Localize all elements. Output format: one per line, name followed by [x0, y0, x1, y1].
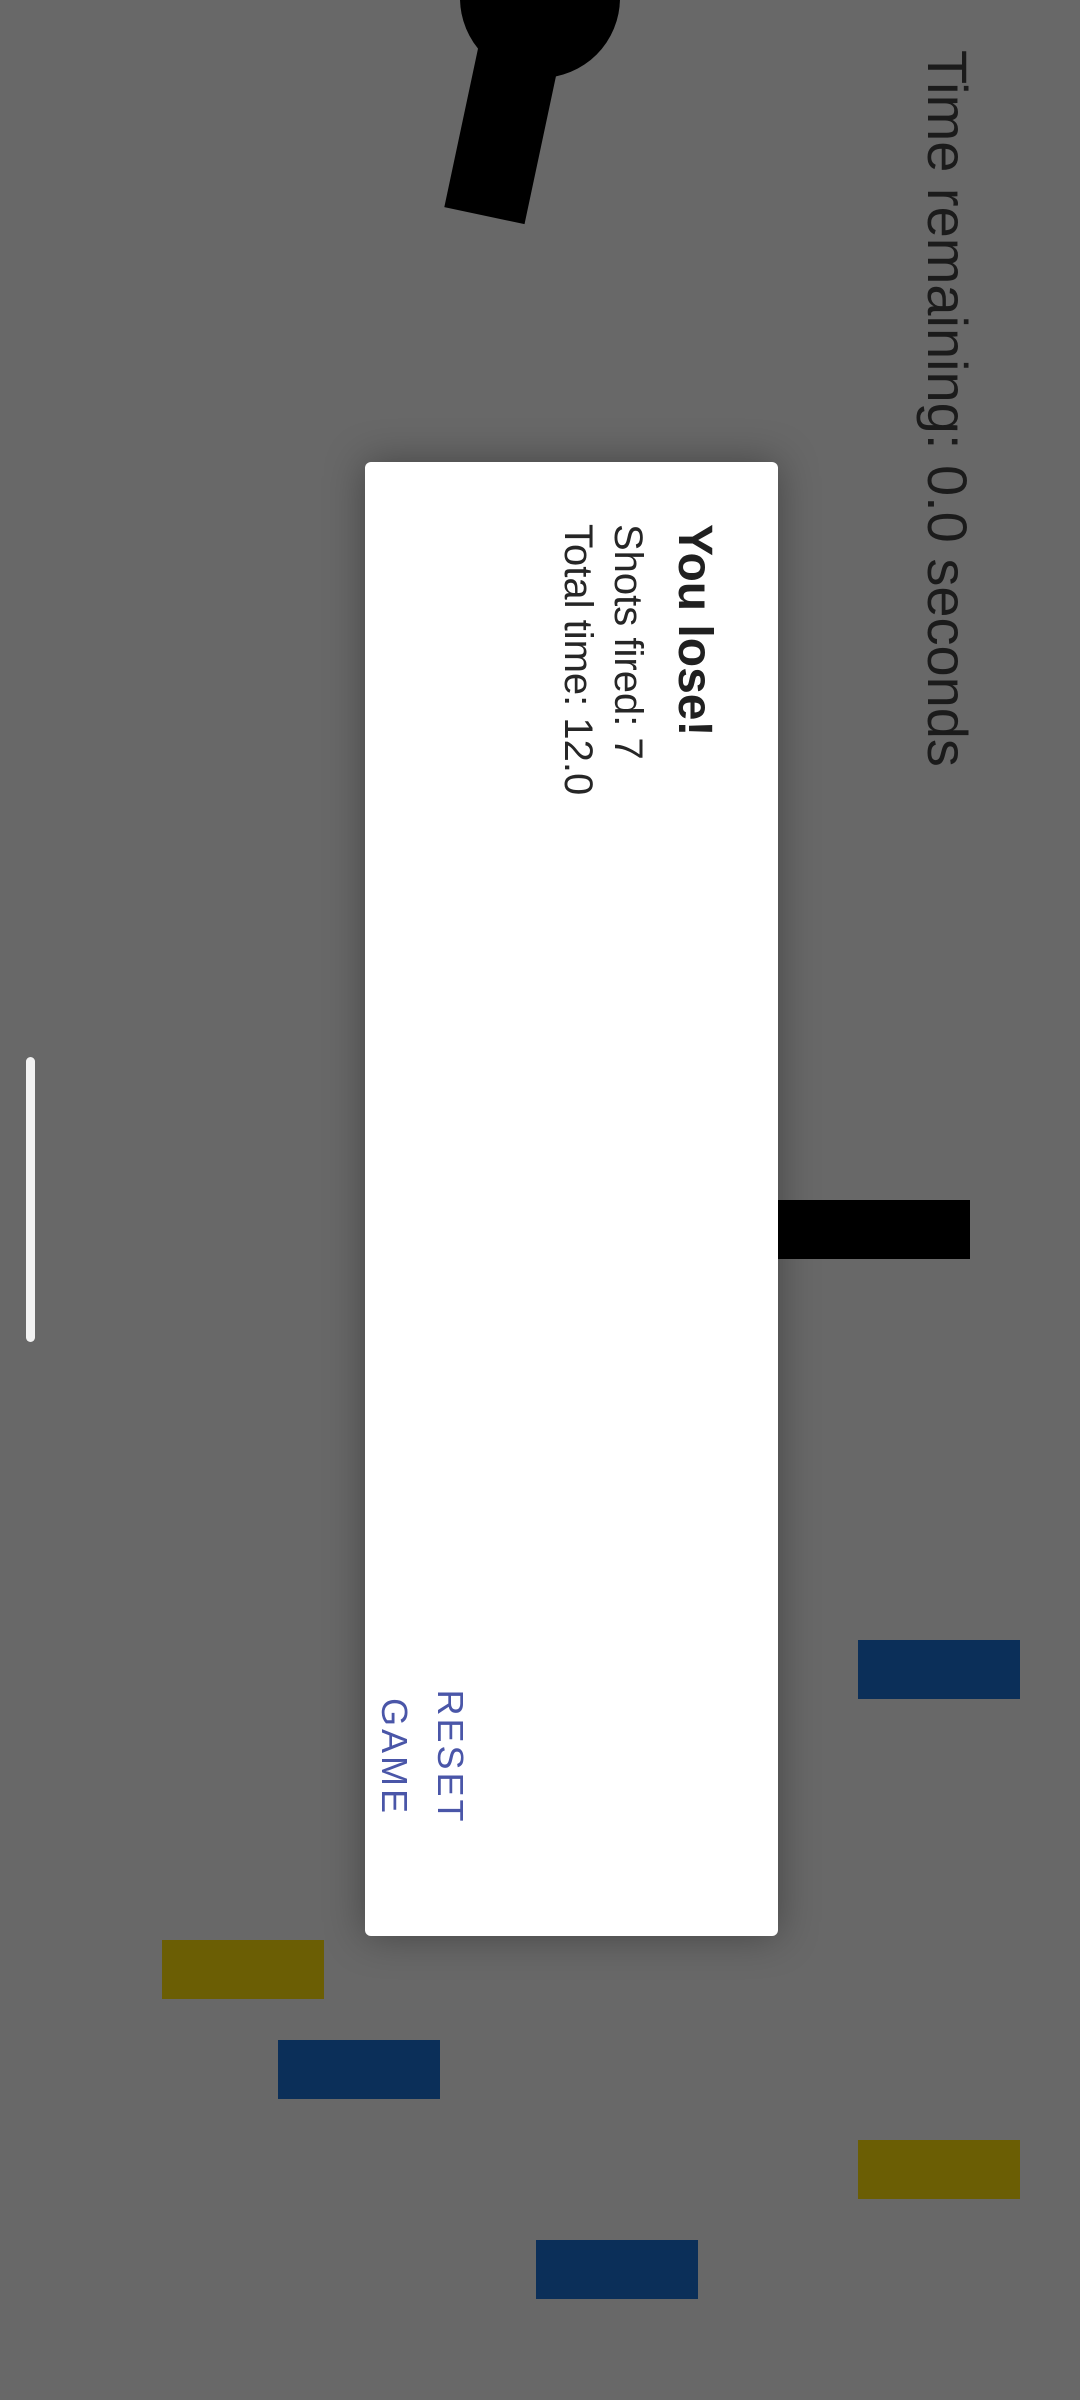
total-time-value: 12.0 [556, 717, 600, 796]
dialog-title: You lose! [668, 524, 721, 737]
time-remaining-label: Time remaining: 0.0 seconds [916, 50, 979, 767]
dialog-content: You lose! Shots fired: 7 Total time: 12.… [365, 462, 778, 1936]
cannon-barrel[interactable] [444, 11, 567, 225]
navigation-handle[interactable] [26, 1057, 35, 1342]
blue-block [278, 2040, 440, 2099]
game-over-dialog: You lose! Shots fired: 7 Total time: 12.… [365, 462, 778, 1936]
total-time-label: Total time: [556, 524, 600, 707]
shots-fired-label: Shots fired: [606, 524, 650, 727]
shots-fired-line: Shots fired: 7 [605, 524, 650, 760]
reset-game-button[interactable]: RESET GAME [374, 1632, 478, 1882]
olive-block [858, 2140, 1020, 2199]
total-time-line: Total time: 12.0 [555, 524, 600, 795]
target-block [778, 1200, 970, 1259]
blue-block [858, 1640, 1020, 1699]
olive-block [162, 1940, 324, 1999]
blue-block [536, 2240, 698, 2299]
shots-fired-value: 7 [606, 737, 650, 760]
